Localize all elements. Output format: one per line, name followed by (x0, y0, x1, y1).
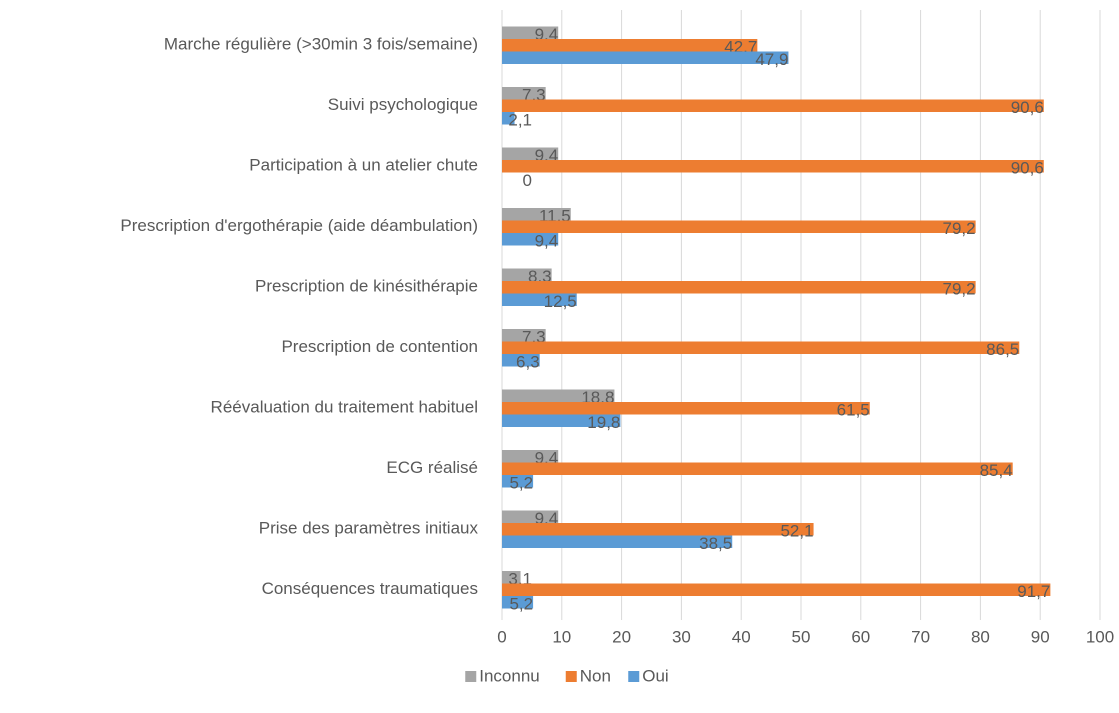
x-tick-label: 90 (1031, 627, 1050, 646)
bar (502, 51, 789, 64)
value-label: 0 (523, 171, 532, 190)
value-label: 61,5 (837, 401, 870, 420)
bar (502, 450, 559, 463)
value-label: 91,7 (1017, 582, 1050, 601)
x-tick-label: 0 (497, 627, 506, 646)
value-label: 52,1 (780, 522, 813, 541)
bar (502, 99, 1044, 112)
legend-swatch (565, 671, 577, 682)
value-label: 79,2 (943, 219, 976, 238)
bar (502, 583, 1051, 596)
category-label: Conséquences traumatiques (262, 579, 478, 598)
bar (502, 268, 552, 281)
category-label: Prescription d'ergothérapie (aide déambu… (120, 216, 478, 235)
category-label: Prise des paramètres initiaux (259, 519, 479, 538)
x-tick-label: 20 (612, 627, 631, 646)
bar (502, 147, 559, 160)
bar (502, 414, 621, 427)
value-label: 38,5 (699, 534, 732, 553)
bar (502, 596, 534, 609)
value-label: 86,5 (986, 340, 1019, 359)
category-label: Participation à un atelier chute (249, 156, 478, 175)
bar (502, 39, 758, 52)
category-label: Réévaluation du traitement habituel (211, 398, 478, 417)
bar (502, 220, 976, 233)
value-label: 90,6 (1011, 159, 1044, 178)
bar (502, 87, 546, 100)
bar (502, 281, 976, 294)
value-label: 12,5 (544, 292, 577, 311)
bar (502, 510, 559, 523)
bar (502, 523, 814, 536)
value-label: 79,2 (943, 280, 976, 299)
value-label: 2,1 (508, 111, 532, 130)
legend-label: Inconnu (479, 666, 540, 685)
x-tick-label: 100 (1086, 627, 1114, 646)
x-tick-label: 80 (971, 627, 990, 646)
value-label: 5,2 (509, 595, 533, 614)
value-label: 85,4 (980, 461, 1013, 480)
bar (502, 233, 559, 246)
bar (502, 462, 1013, 475)
bar (502, 354, 540, 367)
bar (502, 402, 870, 415)
x-tick-label: 40 (732, 627, 751, 646)
bar (502, 535, 733, 548)
legend-label: Oui (642, 666, 668, 685)
value-label: 90,6 (1011, 98, 1044, 117)
bar (502, 160, 1044, 173)
bar (502, 389, 615, 402)
category-label: Marche régulière (>30min 3 fois/semaine) (164, 35, 478, 54)
x-tick-label: 50 (792, 627, 811, 646)
bar (502, 475, 534, 488)
category-label: Prescription de contention (281, 337, 478, 356)
category-label: Suivi psychologique (328, 95, 478, 114)
bar (502, 208, 571, 221)
bar (502, 329, 546, 342)
x-tick-label: 60 (851, 627, 870, 646)
legend-swatch (628, 671, 640, 682)
value-label: 6,3 (516, 353, 540, 372)
value-label: 5,2 (509, 474, 533, 493)
x-tick-label: 30 (672, 627, 691, 646)
bar (502, 26, 559, 39)
bar (502, 112, 515, 125)
category-label: Prescription de kinésithérapie (255, 277, 478, 296)
value-label: 19,8 (587, 413, 620, 432)
x-tick-label: 70 (911, 627, 930, 646)
value-label: 9,4 (535, 232, 559, 251)
bar (502, 293, 577, 306)
bar (502, 571, 521, 584)
legend-label: Non (580, 666, 611, 685)
legend-swatch (465, 671, 477, 682)
category-label: ECG réalisé (386, 458, 478, 477)
x-tick-label: 10 (552, 627, 571, 646)
value-label: 47,9 (755, 50, 788, 69)
bar (502, 341, 1020, 354)
